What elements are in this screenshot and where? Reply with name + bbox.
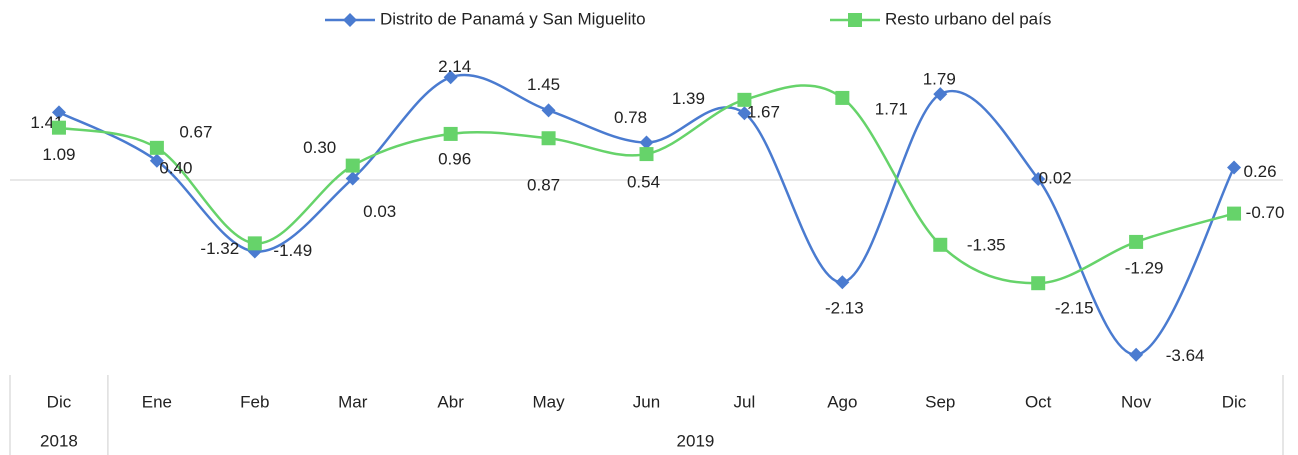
x-tick-label: Sep: [925, 392, 955, 411]
data-label: -2.15: [1055, 299, 1094, 318]
x-tick-label: Ago: [827, 392, 857, 411]
marker: [639, 135, 654, 150]
data-label: 0.87: [527, 176, 560, 195]
marker: [51, 105, 66, 120]
marker: [345, 171, 360, 186]
x-tick-label: Abr: [437, 392, 464, 411]
data-label: 0.67: [179, 122, 212, 141]
marker: [1227, 206, 1242, 221]
marker: [933, 237, 948, 252]
data-label: 0.26: [1243, 162, 1276, 181]
data-label: -1.49: [273, 241, 312, 260]
marker: [835, 90, 850, 105]
data-label: 2.14: [438, 57, 471, 76]
series-line: [58, 73, 1236, 356]
x-tick-label: Dic: [1222, 392, 1247, 411]
data-label: 1.67: [747, 102, 780, 121]
marker: [149, 140, 164, 155]
marker: [345, 158, 360, 173]
data-label: 0.02: [1039, 169, 1072, 188]
data-label: 0.78: [614, 108, 647, 127]
x-tick-label: Jun: [633, 392, 660, 411]
marker: [443, 70, 458, 85]
marker: [149, 153, 164, 168]
data-label: -3.64: [1166, 346, 1205, 365]
data-label: 1.39: [672, 89, 705, 108]
marker: [1129, 347, 1144, 362]
data-label: 0.30: [303, 138, 336, 157]
x-tick-label: Feb: [240, 392, 269, 411]
marker: [848, 13, 862, 27]
marker: [835, 275, 850, 290]
marker: [541, 103, 556, 118]
data-label: 1.71: [875, 99, 908, 118]
x-tick-label: Oct: [1025, 392, 1052, 411]
group-label: 2019: [677, 431, 715, 450]
data-label: 0.96: [438, 149, 471, 168]
data-label: 0.54: [627, 173, 660, 192]
marker: [1129, 234, 1144, 249]
data-label: 0.03: [363, 202, 396, 221]
data-label: -2.13: [825, 299, 864, 318]
marker: [1031, 172, 1046, 187]
marker: [639, 147, 654, 162]
marker: [343, 13, 357, 27]
data-label: 1.45: [527, 75, 560, 94]
marker: [933, 87, 948, 102]
x-tick-label: Mar: [338, 392, 368, 411]
data-label: 1.09: [42, 145, 75, 164]
group-label: 2018: [40, 431, 78, 450]
data-label: 0.40: [159, 158, 192, 177]
marker: [443, 126, 458, 141]
marker: [51, 120, 66, 135]
data-label: -0.70: [1246, 203, 1285, 222]
marker: [737, 92, 752, 107]
x-tick-label: Nov: [1121, 392, 1152, 411]
data-label: -1.32: [200, 239, 239, 258]
marker: [1031, 276, 1046, 291]
legend-label: Distrito de Panamá y San Miguelito: [380, 9, 646, 28]
x-tick-label: May: [533, 392, 566, 411]
marker: [541, 131, 556, 146]
x-tick-label: Ene: [142, 392, 172, 411]
marker: [1227, 160, 1242, 175]
legend-label: Resto urbano del país: [885, 9, 1051, 28]
data-label: -1.29: [1125, 258, 1164, 277]
data-label: -1.35: [967, 235, 1006, 254]
x-tick-label: Jul: [734, 392, 756, 411]
data-label: 1.79: [923, 70, 956, 89]
marker: [247, 236, 262, 251]
marker: [737, 106, 752, 121]
x-tick-label: Dic: [47, 392, 72, 411]
